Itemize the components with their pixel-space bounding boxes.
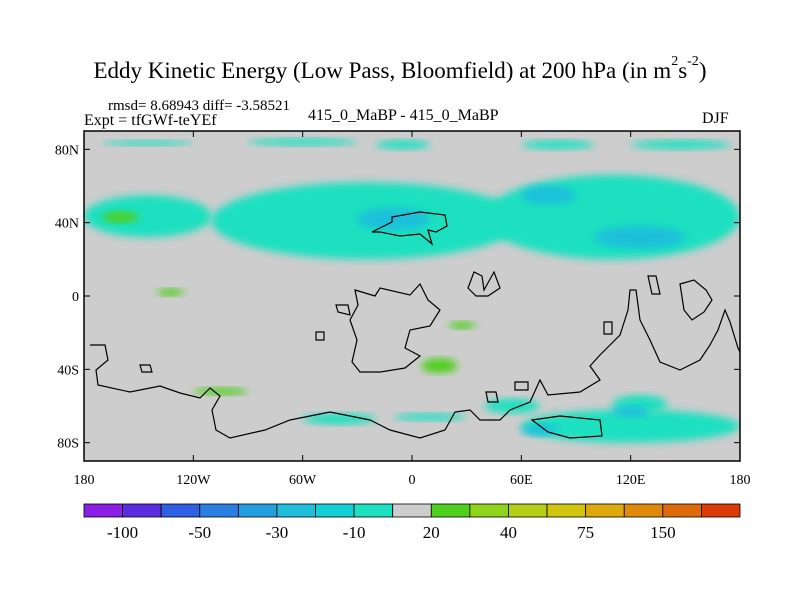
field-region-22: [612, 406, 649, 417]
colorbar-label-7: 150: [650, 523, 676, 542]
field-region-8: [357, 208, 431, 230]
field-region-1: [247, 138, 358, 146]
colorbar-swatch-16: [701, 503, 741, 518]
colorbar-label-3: -10: [343, 523, 366, 542]
colorbar-label-1: -50: [188, 523, 211, 542]
y-axis: 80N 40N 0 40S 80S: [55, 143, 740, 452]
field-regions: [84, 138, 740, 443]
colorbar-label-4: 20: [423, 523, 440, 542]
colorbar-swatch-1: [122, 503, 162, 518]
colorbar-label-5: 40: [500, 523, 517, 542]
field-region-5: [84, 195, 212, 238]
y-tick-label-2: 0: [72, 290, 79, 305]
colorbar-swatch-11: [508, 503, 548, 518]
field-region-19: [302, 413, 376, 425]
field-region-15: [193, 387, 249, 396]
x-tick-label-0: 180: [74, 473, 95, 488]
colorbar-label-2: -30: [266, 523, 289, 542]
colorbar-swatch-3: [199, 503, 239, 518]
x-tick-label-6: 180: [730, 473, 751, 488]
field-region-10: [594, 226, 686, 249]
colorbar-label-0: -100: [107, 523, 138, 542]
field-region-4: [630, 140, 731, 150]
colorbar-swatch-10: [469, 503, 509, 518]
colorbar-label-6: 75: [577, 523, 594, 542]
colorbar-swatch-2: [160, 503, 201, 518]
chart-title: Eddy Kinetic Energy (Low Pass, Bloomfiel…: [93, 54, 707, 83]
x-axis: 180 120W 60W 0 60E 120E 180: [74, 131, 751, 488]
x-tick-label-5: 120E: [616, 473, 646, 488]
field-region-11: [102, 211, 139, 223]
field-region-7: [484, 175, 740, 260]
colorbar-swatch-6: [315, 503, 355, 518]
colorbar-swatch-7: [353, 503, 394, 518]
field-region-13: [448, 321, 476, 330]
x-tick-label-1: 120W: [176, 473, 211, 488]
field-region-12: [156, 288, 185, 297]
colorbar-swatch-14: [623, 503, 664, 518]
x-tick-label-4: 60E: [510, 473, 533, 488]
field-region-2: [375, 140, 431, 150]
field-region-20: [393, 413, 467, 421]
season-label: DJF: [702, 110, 729, 127]
y-tick-label-1: 40N: [55, 217, 79, 232]
colorbar-swatch-8: [392, 503, 432, 518]
stats-label: rmsd= 8.68943 diff= -3.58521: [108, 98, 291, 114]
chart-subtitle: 415_0_MaBP - 415_0_MaBP: [308, 107, 499, 124]
colorbar-swatch-0: [83, 503, 123, 518]
colorbar: -100 -50 -30 -10 20 40 75 150: [83, 503, 741, 542]
y-tick-label-0: 80N: [55, 143, 79, 158]
field-region-9: [521, 186, 577, 205]
field-region-3: [521, 140, 595, 150]
y-tick-label-3: 40S: [57, 363, 79, 378]
colorbar-swatch-13: [585, 503, 625, 518]
colorbar-swatch-15: [662, 503, 702, 518]
colorbar-swatch-9: [430, 503, 471, 518]
y-tick-label-4: 80S: [57, 437, 79, 452]
experiment-label: Expt = tfGWf-teYEf: [84, 112, 217, 129]
x-tick-label-2: 60W: [289, 473, 317, 488]
field-region-16: [484, 398, 540, 414]
field-region-14: [421, 358, 458, 373]
colorbar-swatch-4: [237, 503, 278, 518]
field-region-0: [102, 140, 194, 146]
colorbar-swatch-5: [276, 503, 316, 518]
x-tick-label-3: 0: [409, 473, 416, 488]
coastlines: [90, 211, 740, 439]
colorbar-swatch-12: [546, 503, 587, 518]
